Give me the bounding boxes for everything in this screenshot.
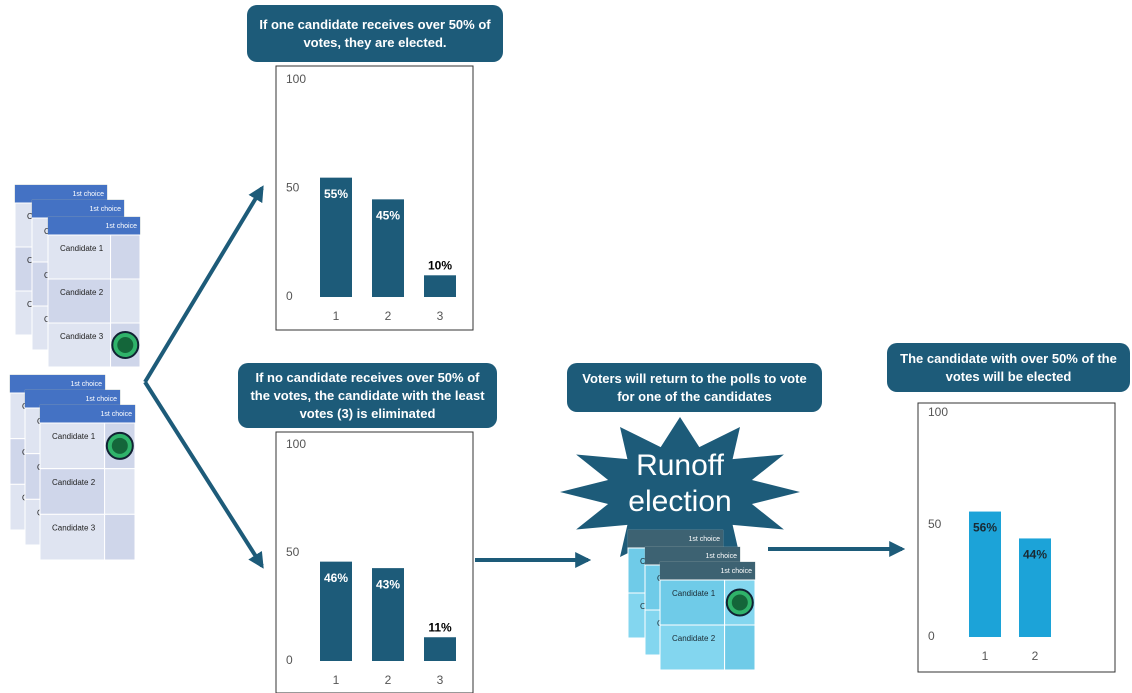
ballot-header-label: 1st choice [720, 568, 752, 575]
chart-frame [918, 403, 1115, 672]
y-tick-label: 50 [286, 545, 300, 559]
callout: The candidate with over 50% of the votes… [887, 343, 1130, 392]
ballot-candidate: Candidate 2 [60, 288, 104, 297]
ballot-candidate: Candidate 1 [52, 432, 96, 441]
callout: If one candidate receives over 50% of vo… [247, 5, 503, 62]
bar [424, 637, 456, 661]
ballot-candidate: Candidate 2 [52, 478, 96, 487]
x-tick-label: 3 [437, 309, 444, 323]
y-tick-label: 0 [928, 629, 935, 643]
ballot-row [660, 580, 725, 625]
x-tick-label: 1 [982, 649, 989, 663]
ballot-candidate: Candidate 1 [60, 244, 104, 253]
ballot-row [48, 235, 111, 279]
x-tick-label: 2 [385, 309, 392, 323]
x-tick-label: 1 [333, 673, 340, 687]
y-tick-label: 100 [286, 437, 306, 451]
x-tick-label: 2 [385, 673, 392, 687]
x-tick-label: 3 [437, 673, 444, 687]
ballot-header-label: 1st choice [89, 206, 121, 213]
y-tick-label: 50 [928, 517, 942, 531]
ballot-row [660, 625, 725, 670]
ballot-candidate: Candidate 3 [52, 523, 96, 532]
x-tick-label: 2 [1032, 649, 1039, 663]
data-label: 55% [324, 187, 348, 201]
page: 1st choice Candidate 1 Candidate 2 Candidat… [0, 0, 1132, 693]
ballot-candidate: Candidate 2 [672, 634, 716, 643]
ballot-box [725, 625, 755, 670]
data-label: 56% [973, 521, 997, 535]
y-tick-label: 100 [286, 72, 306, 86]
ballot-candidate: Candidate 1 [672, 589, 716, 598]
ballot-candidate: Candidate 3 [60, 332, 104, 341]
ballot-header-label: 1st choice [705, 553, 737, 560]
ballot-header-label: 1st choice [105, 223, 137, 230]
y-tick-label: 0 [286, 289, 293, 303]
callout: If no candidate receives over 50% of the… [238, 363, 497, 428]
vote-mark-inner [112, 438, 128, 454]
data-label: 44% [1023, 548, 1047, 562]
ballot-row [40, 469, 105, 515]
runoff-label: Runoff election [600, 448, 760, 520]
data-label: 45% [376, 209, 400, 223]
data-label: 11% [428, 620, 452, 634]
arrow [145, 188, 262, 382]
ballot-row [40, 514, 105, 560]
y-tick-label: 100 [928, 405, 948, 419]
ballot-row [48, 279, 111, 323]
vote-mark-inner [117, 337, 133, 353]
ballot-header-label: 1st choice [688, 536, 720, 543]
ballot-row [48, 323, 111, 367]
ballot-box [105, 469, 135, 515]
ballot-box [111, 279, 140, 323]
ballot-row [40, 423, 105, 469]
y-tick-label: 50 [286, 181, 300, 195]
bar [424, 275, 456, 297]
callout: Voters will return to the polls to vote … [567, 363, 822, 412]
x-tick-label: 1 [333, 309, 340, 323]
ballot-header-label: 1st choice [72, 191, 104, 198]
data-label: 46% [324, 571, 348, 585]
ballot-header-label: 1st choice [100, 411, 132, 418]
y-tick-label: 0 [286, 653, 293, 667]
ballot-header-label: 1st choice [85, 396, 117, 403]
ballot-box [111, 235, 140, 279]
data-label: 43% [376, 577, 400, 591]
ballot-header-label: 1st choice [70, 381, 102, 388]
vote-mark-inner [732, 595, 748, 611]
ballot-box [105, 514, 135, 560]
data-label: 10% [428, 258, 452, 272]
